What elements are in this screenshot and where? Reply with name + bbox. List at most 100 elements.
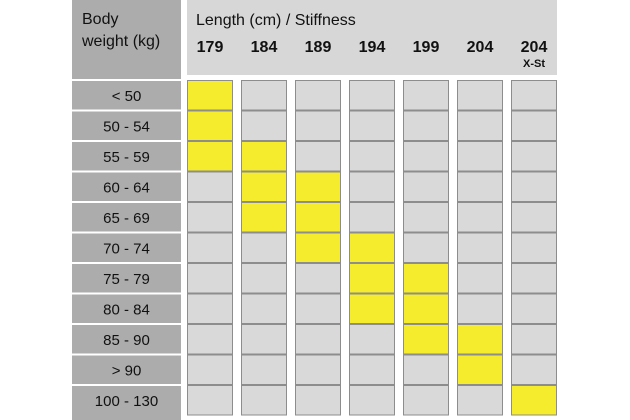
size-cell	[403, 171, 449, 202]
size-cell	[241, 80, 287, 111]
highlighted-cell	[241, 141, 287, 172]
highlighted-cell	[403, 263, 449, 294]
size-cell	[511, 141, 557, 172]
size-cell	[241, 354, 287, 385]
size-cell	[187, 202, 233, 233]
size-cell	[349, 171, 395, 202]
size-cell	[187, 263, 233, 294]
weight-row-label: < 50	[112, 88, 142, 105]
column-length-label: 179	[197, 39, 224, 56]
size-cell	[349, 202, 395, 233]
size-cell	[403, 141, 449, 172]
highlighted-cell	[511, 385, 557, 416]
size-cell	[511, 202, 557, 233]
size-cell	[295, 354, 341, 385]
weight-row-label: 65 - 69	[103, 210, 150, 227]
size-cell	[457, 141, 503, 172]
size-cell	[511, 232, 557, 263]
size-cell	[457, 385, 503, 416]
weight-row-label: 50 - 54	[103, 118, 150, 135]
column-labels: 179 184 189 194 199 204 204 X-St	[197, 39, 548, 70]
weight-row-label: 100 - 130	[95, 393, 158, 410]
size-cell	[241, 263, 287, 294]
size-cell	[511, 110, 557, 141]
size-cell	[511, 263, 557, 294]
highlighted-cell	[403, 293, 449, 324]
row-labels: < 50 50 - 54 55 - 59 60 - 64 65 - 69 70 - 74 7…	[95, 88, 158, 410]
weight-row-label: 75 - 79	[103, 271, 150, 288]
size-cell	[241, 324, 287, 355]
highlighted-cell	[349, 293, 395, 324]
size-cell	[511, 171, 557, 202]
column-length-label: 189	[305, 39, 332, 56]
size-cell	[187, 232, 233, 263]
weight-row-label: 70 - 74	[103, 240, 150, 257]
column-length-label: 184	[251, 39, 278, 56]
size-cell	[295, 80, 341, 111]
length-stiffness-title: Length (cm) / Stiffness	[196, 12, 356, 29]
column-length-label: 194	[359, 39, 386, 56]
weight-column-background	[72, 0, 181, 420]
size-cell	[457, 293, 503, 324]
size-cell	[349, 110, 395, 141]
size-cell	[403, 232, 449, 263]
size-cell	[187, 354, 233, 385]
size-cell	[241, 110, 287, 141]
weight-row-label: 60 - 64	[103, 179, 150, 196]
size-cell	[349, 324, 395, 355]
size-cell	[349, 141, 395, 172]
size-cell	[295, 324, 341, 355]
size-cell	[511, 354, 557, 385]
highlighted-cell	[187, 110, 233, 141]
size-cell	[295, 293, 341, 324]
highlighted-cell	[349, 232, 395, 263]
weight-header-line-2: weight (kg)	[81, 33, 160, 50]
size-cell	[295, 141, 341, 172]
highlighted-cell	[241, 171, 287, 202]
size-cell	[349, 385, 395, 416]
size-cell	[457, 80, 503, 111]
size-cell	[187, 324, 233, 355]
size-cell	[511, 293, 557, 324]
size-cell	[457, 202, 503, 233]
size-cell	[457, 263, 503, 294]
size-cell	[241, 293, 287, 324]
size-cell	[295, 263, 341, 294]
highlighted-cell	[187, 80, 233, 111]
highlighted-cell	[241, 202, 287, 233]
cells	[187, 80, 557, 416]
length-header-band	[187, 0, 557, 75]
size-cell	[511, 80, 557, 111]
highlighted-cell	[295, 202, 341, 233]
highlighted-cell	[187, 141, 233, 172]
size-cell	[241, 232, 287, 263]
size-cell	[295, 385, 341, 416]
row-bands	[72, 79, 181, 386]
size-cell	[457, 171, 503, 202]
highlighted-cell	[295, 232, 341, 263]
size-cell	[187, 171, 233, 202]
column-length-label: 204	[467, 39, 494, 56]
weight-row-label: 85 - 90	[103, 332, 150, 349]
weight-row-label: > 90	[112, 362, 142, 379]
size-cell	[403, 385, 449, 416]
weight-header-line-1: Body	[82, 11, 118, 28]
column-length-label: 199	[413, 39, 440, 56]
column-length-label: 204	[521, 39, 548, 56]
highlighted-cell	[457, 324, 503, 355]
size-cell	[457, 232, 503, 263]
size-cell	[403, 354, 449, 385]
size-cell	[349, 80, 395, 111]
highlighted-cell	[349, 263, 395, 294]
size-cell	[187, 293, 233, 324]
size-cell	[241, 385, 287, 416]
size-cell	[349, 354, 395, 385]
highlighted-cell	[457, 354, 503, 385]
size-cell	[187, 385, 233, 416]
highlighted-cell	[403, 324, 449, 355]
size-cell	[457, 110, 503, 141]
highlighted-cell	[295, 171, 341, 202]
size-cell	[403, 110, 449, 141]
size-cell	[295, 110, 341, 141]
